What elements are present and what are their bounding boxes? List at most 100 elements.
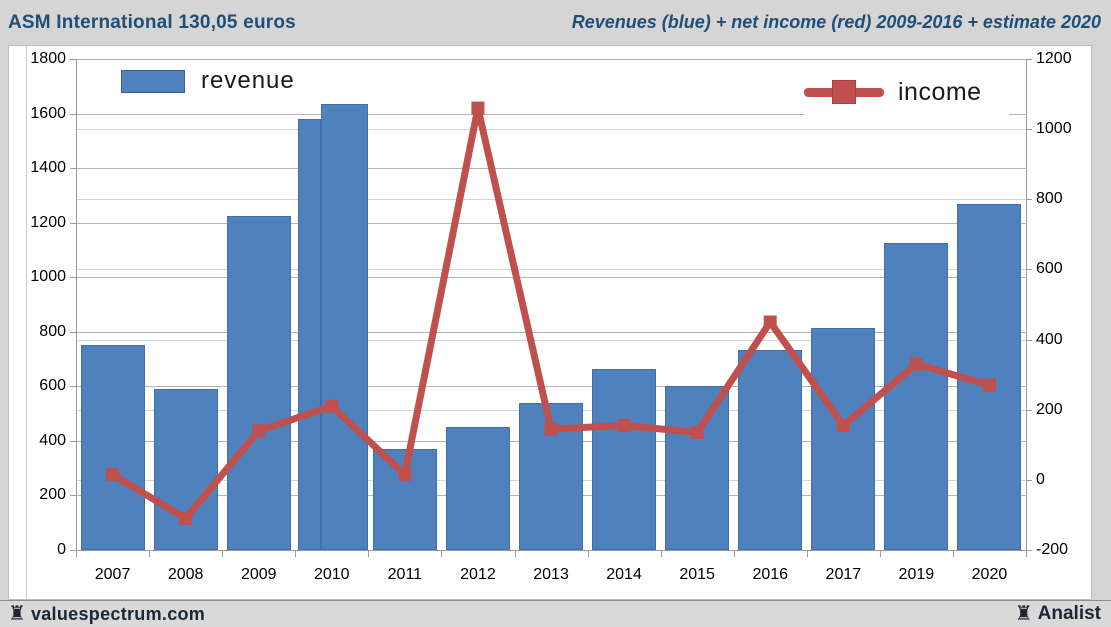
bar-2010-1: [298, 119, 322, 550]
gridline-right-600: [76, 269, 1026, 271]
tick-x-6: [514, 550, 516, 557]
rook-icon: ♜: [1014, 603, 1033, 625]
tick-right-600: [1026, 269, 1032, 271]
header-bar: ASM International 130,05 euros Revenues …: [0, 0, 1111, 45]
footer-analist-label: Analist: [1037, 603, 1101, 624]
rook-icon: ♜: [8, 603, 26, 625]
x-label-2016: 2016: [752, 566, 789, 583]
income-marker-2008: [179, 511, 193, 525]
income-line-layer: [106, 101, 996, 525]
gridline-left-1400: [76, 168, 1026, 170]
tick-left-1200: [70, 222, 76, 224]
chart-canvas: revenue income 0 200 400 600 800 1000 1200 1400…: [8, 45, 1092, 600]
gridline-left-600: [76, 386, 1026, 388]
legend-income-label: income: [898, 77, 982, 106]
income-marker-2020: [983, 378, 996, 392]
footer-analist: ♜ Analist: [1015, 603, 1101, 625]
x-label-2013: 2013: [533, 566, 569, 583]
tick-x-12: [952, 550, 954, 557]
tick-left-1800: [70, 59, 76, 60]
footer-site-label: valuespectrum.com: [30, 603, 206, 624]
tick-right-1200: [1026, 59, 1032, 60]
tick-x-3: [295, 550, 297, 557]
x-label-2014: 2014: [606, 566, 642, 583]
gridline-left-1000: [76, 277, 1026, 279]
axis-label-right-800: 800: [1036, 190, 1063, 208]
tick-left-1000: [70, 277, 76, 279]
x-label-2017: 2017: [825, 566, 862, 583]
bar-2010-2: [321, 104, 369, 550]
gridline-right-800: [76, 199, 1026, 201]
tick-x-9: [733, 550, 735, 557]
gridline-left-1200: [76, 222, 1026, 224]
axis-label-left-1800: 1800: [30, 50, 66, 67]
tick-x-2: [222, 550, 224, 557]
x-label-2019: 2019: [898, 566, 935, 583]
x-label-2010: 2010: [313, 566, 350, 583]
bar-2015: [665, 386, 730, 550]
gridline-left-800: [76, 331, 1026, 333]
income-marker-2019: [909, 357, 923, 371]
footer-bar: ♜ valuespectrum.com ♜ Analist: [0, 600, 1111, 627]
tick-left-400: [70, 440, 76, 442]
tick-left-200: [70, 495, 76, 497]
x-label-2020: 2020: [971, 566, 1008, 583]
x-label-2007: 2007: [94, 566, 131, 583]
bar-2019: [884, 243, 949, 550]
axis-label-left-0: 0: [57, 541, 66, 558]
tick-left-600: [70, 386, 76, 388]
axis-label-left-1200: 1200: [30, 213, 66, 231]
bar-2012: [445, 427, 510, 551]
income-marker-2011: [398, 468, 412, 482]
bar-2014: [592, 368, 656, 550]
tick-right-800: [1026, 199, 1032, 201]
x-label-2011: 2011: [387, 566, 423, 583]
axis-label-right--200: -200: [1036, 541, 1069, 558]
x-label-2015: 2015: [679, 566, 715, 583]
tick-right-400: [1026, 339, 1032, 341]
axis-label-left-600: 600: [39, 377, 66, 395]
axis-label-right-1000: 1000: [1036, 120, 1072, 138]
revenue-swatch-icon: [121, 69, 185, 93]
income-marker-2012: [471, 101, 485, 115]
chart-subtitle: Revenues (blue) + net income (red) 2009-…: [571, 12, 1101, 32]
legend-revenue: revenue: [101, 60, 321, 102]
income-marker-2015: [690, 426, 704, 439]
page-title: ASM International 130,05 euros: [8, 11, 296, 33]
tick-right-200: [1026, 409, 1032, 411]
tick-right-1000: [1026, 129, 1032, 131]
bar-2016: [738, 349, 803, 550]
footer-site: ♜ valuespectrum.com: [8, 604, 205, 625]
tick-left-800: [70, 331, 76, 333]
axis-label-right-0: 0: [1036, 470, 1045, 488]
gridline-left-1800: [76, 59, 1026, 60]
income-line-marker-icon: [804, 80, 884, 104]
axis-label-left-400: 400: [39, 431, 66, 449]
income-marker-2014: [617, 419, 631, 432]
gridline-right-1000: [76, 129, 1026, 131]
income-marker-2017: [836, 419, 850, 432]
axis-left: [76, 59, 77, 557]
tick-left-1400: [70, 168, 76, 170]
axis-label-left-1000: 1000: [30, 268, 66, 286]
income-marker-2016: [763, 315, 777, 329]
income-marker-2009: [252, 424, 266, 438]
tick-right-0: [1026, 479, 1032, 481]
gridline-right-400: [76, 339, 1026, 341]
gridline-left-1600: [76, 113, 1026, 115]
axis-label-left-1400: 1400: [30, 159, 66, 177]
axis-label-right-200: 200: [1036, 400, 1063, 418]
tick-x-8: [660, 550, 662, 557]
x-label-2012: 2012: [460, 566, 496, 583]
tick-left-1600: [70, 113, 76, 115]
axis-label-right-400: 400: [1036, 330, 1063, 348]
x-label-2009: 2009: [240, 566, 277, 583]
tick-x-5: [441, 550, 443, 557]
income-marker-2007: [106, 468, 119, 482]
chart-frame-line: [26, 46, 27, 599]
axis-label-left-800: 800: [39, 322, 66, 340]
axis-label-right-1200: 1200: [1036, 50, 1072, 67]
legend-income: income: [804, 68, 1009, 116]
axis-right: [1026, 59, 1027, 557]
